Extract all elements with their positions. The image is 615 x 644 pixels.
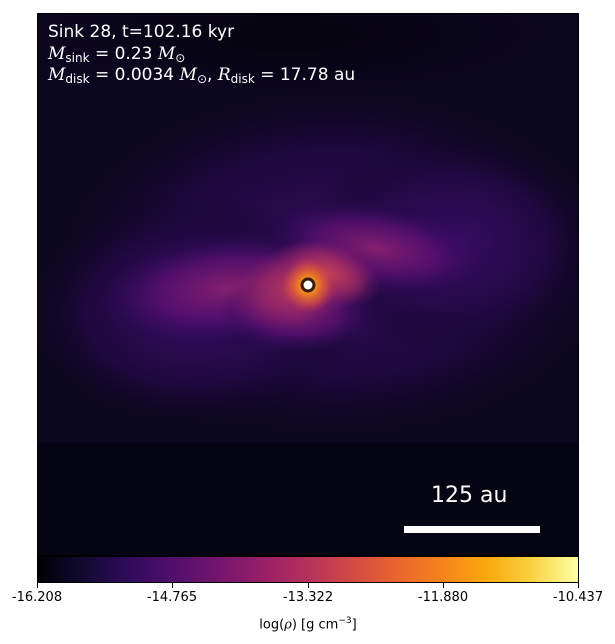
disk-properties-label: Mdisk = 0.0034 M⊙, Rdisk = 17.78 au (48, 65, 356, 86)
density-map-image (38, 14, 578, 555)
scalebar-line (404, 526, 540, 533)
low-density-region (38, 14, 547, 94)
sink-particle-marker (300, 277, 316, 293)
low-density-region (38, 442, 578, 555)
scalebar-label: 125 au (431, 483, 508, 508)
sink-title: Sink 28, t=102.16 kyr (48, 22, 235, 42)
colorbar-tick (578, 583, 579, 588)
colorbar (37, 556, 579, 583)
colorbar-axis-label: log(ρ) [g cm−3] (259, 616, 357, 633)
colorbar-tick-label: -13.322 (282, 590, 334, 605)
colorbar-tick-label: -16.208 (11, 590, 63, 605)
colorbar-tick-label: -14.765 (146, 590, 198, 605)
colorbar-tick (172, 583, 173, 588)
colorbar-tick-label: -11.880 (417, 590, 469, 605)
density-projection-panel: Sink 28, t=102.16 kyr Msink = 0.23 M⊙ Md… (37, 13, 579, 556)
sink-mass-label: Msink = 0.23 M⊙ (48, 44, 186, 65)
colorbar-tick (308, 583, 309, 588)
colorbar-tick (37, 583, 38, 588)
colorbar-tick (443, 583, 444, 588)
colorbar-tick-label: -10.437 (552, 590, 604, 605)
